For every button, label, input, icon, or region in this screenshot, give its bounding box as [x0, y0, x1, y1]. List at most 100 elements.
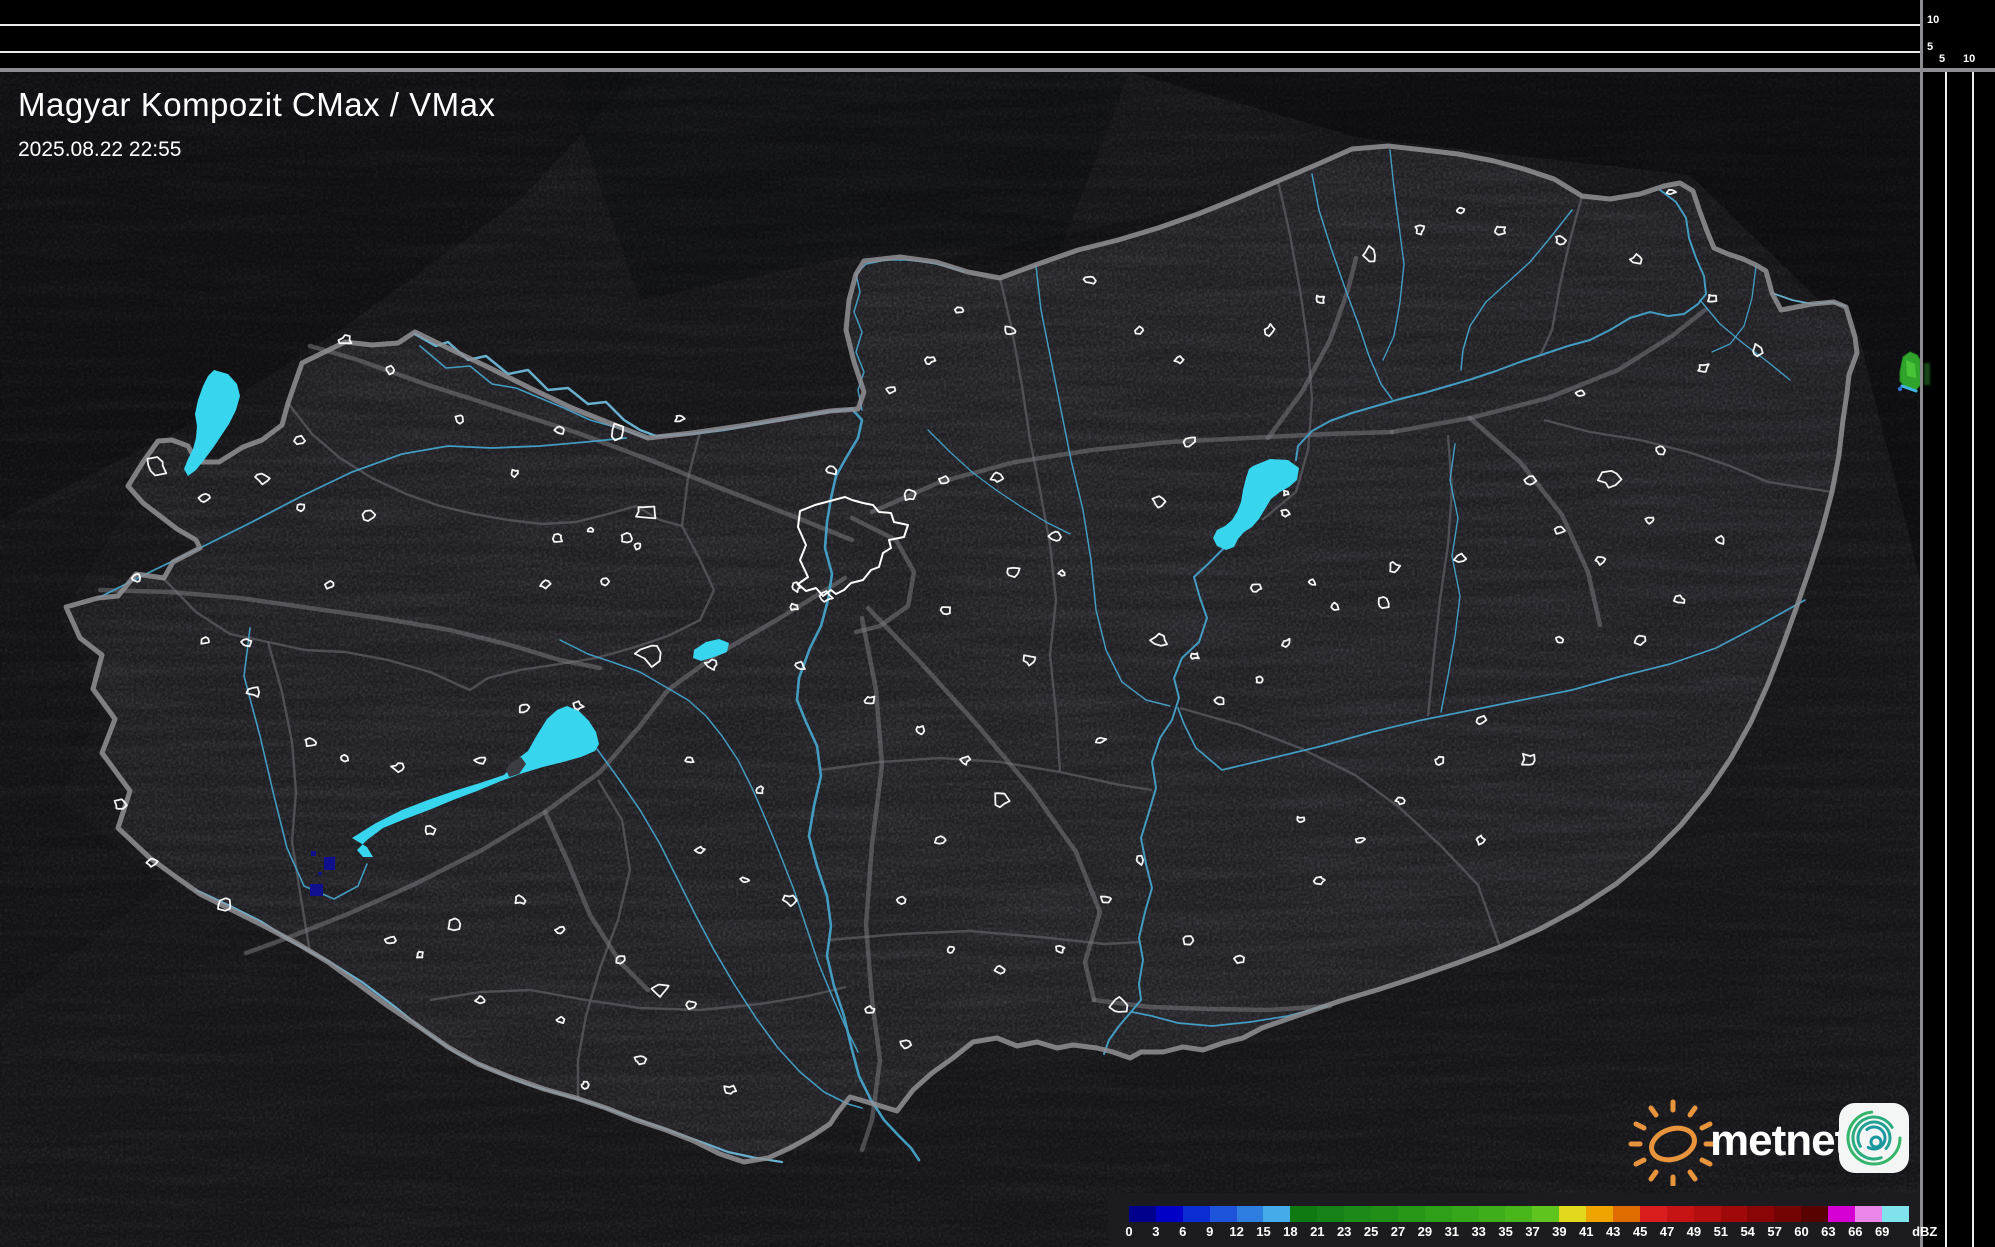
colorbar-tick-label: 63	[1821, 1224, 1836, 1239]
city-outline	[474, 995, 486, 1005]
city-outline	[937, 475, 950, 485]
city-outline	[1697, 363, 1710, 373]
city-outline	[994, 792, 1011, 809]
city-outline	[1673, 594, 1686, 604]
city-outline	[723, 1084, 738, 1095]
city-outline	[1082, 275, 1097, 285]
city-outline	[899, 1039, 913, 1050]
city-outline	[240, 638, 253, 648]
city-outline	[1135, 854, 1145, 866]
colorbar-tick-label: 69	[1874, 1224, 1890, 1239]
city-outline	[1004, 325, 1017, 336]
colorbar-tick-label: 31	[1444, 1224, 1460, 1239]
colorbar-segment	[1397, 1206, 1425, 1222]
city-outline	[1283, 489, 1290, 497]
colorbar-segment	[1236, 1206, 1264, 1222]
colorbar-tick-label: 60	[1794, 1224, 1809, 1239]
city-outline	[953, 306, 965, 314]
colorbar-tick-label: 29	[1417, 1224, 1433, 1239]
radar-echoes	[310, 351, 1920, 896]
city-outline	[895, 895, 907, 905]
colorbar-tick-label: 18	[1283, 1224, 1298, 1239]
colorbar-tick-label: 49	[1686, 1224, 1702, 1239]
colorbar-tick-label: 57	[1767, 1224, 1782, 1239]
colorbar-tick-label: 35	[1498, 1224, 1513, 1239]
city-outline	[1665, 188, 1677, 195]
city-outline	[324, 580, 335, 590]
city-outline	[1414, 224, 1426, 236]
motorways	[97, 255, 1708, 1153]
city-outline	[296, 503, 306, 513]
city-outline	[361, 509, 377, 522]
city-outline	[1389, 561, 1402, 574]
colorbar-segment	[1371, 1206, 1398, 1222]
city-outline	[923, 356, 937, 366]
city-outline	[615, 955, 626, 965]
city-outline	[1296, 815, 1306, 823]
city-outline	[1173, 355, 1185, 365]
colorbar-segment	[1532, 1206, 1560, 1222]
logo-brand-text: metnet	[1710, 1116, 1849, 1165]
metnet-logo: metnet	[1628, 1098, 1918, 1186]
echo-projection-mark	[1924, 363, 1930, 385]
colorbar-tick-label: 9	[1206, 1224, 1214, 1239]
city-outline	[1707, 294, 1718, 303]
colorbar-tick-label: 51	[1713, 1224, 1729, 1239]
city-outline	[1354, 837, 1366, 844]
spiral-app-icon	[1839, 1103, 1909, 1173]
reflectivity-colorbar: 0 3 6 9 12 15 18 21 23 25 27 29 31 33 35 37 39 41 43 45 47 49…	[1108, 1193, 1937, 1247]
city-outline	[1315, 294, 1326, 304]
city-outline	[390, 762, 405, 774]
city-outline	[610, 422, 624, 442]
city-outline	[863, 695, 876, 705]
city-outline	[1596, 470, 1623, 489]
city-outline	[580, 1080, 590, 1090]
city-outline	[555, 1015, 566, 1024]
colorbar-tick-labels: 0 3 6 9 12 15 18 21 23 25 27 29 31 33 35 37 39 41 43 45 47 49…	[1125, 1224, 1937, 1242]
city-outline	[339, 753, 349, 763]
map-timestamp: 2025.08.22 22:55	[18, 138, 182, 161]
city-outline	[755, 785, 765, 795]
city-outline	[781, 894, 798, 908]
colorbar-segment	[1209, 1206, 1237, 1222]
city-outline	[293, 434, 306, 446]
colorbar-tick-label: 3	[1152, 1224, 1160, 1239]
colorbar-segment	[1290, 1206, 1318, 1222]
colorbar-segment	[1586, 1206, 1614, 1222]
city-outline	[794, 660, 806, 670]
city-outline	[1233, 954, 1245, 965]
city-outline	[1434, 755, 1445, 766]
city-outline	[1108, 996, 1129, 1013]
city-outline	[539, 579, 552, 590]
altitude-line-5km	[1945, 72, 1947, 1247]
city-outline	[1263, 323, 1276, 337]
colorbar-tick-label: 33	[1471, 1224, 1486, 1239]
city-outline	[1394, 796, 1406, 806]
city-outline	[1213, 696, 1225, 706]
city-outline	[254, 472, 271, 486]
colorbar-tick-label: 15	[1256, 1224, 1271, 1239]
altitude-line-10km	[1972, 72, 1974, 1247]
sun-icon	[1628, 1099, 1714, 1186]
city-outline	[416, 950, 424, 959]
city-outline	[825, 465, 838, 476]
city-outline	[789, 602, 799, 611]
colorbar-segment	[1613, 1206, 1640, 1222]
page-title: Magyar Kompozit CMax / VMax	[18, 86, 496, 123]
city-outline	[1377, 596, 1390, 609]
colorbar-tick-label: 41	[1579, 1224, 1594, 1239]
colorbar-tick-label: 27	[1390, 1224, 1406, 1239]
city-outline	[1752, 343, 1764, 358]
city-outline	[518, 703, 531, 714]
city-outline	[885, 386, 897, 395]
city-outline	[693, 845, 706, 855]
colorbar-segment	[1478, 1206, 1506, 1222]
colorbar-segment	[1263, 1206, 1291, 1222]
city-outline	[1134, 325, 1145, 335]
colorbar-segment	[1801, 1206, 1829, 1222]
city-outline	[1047, 530, 1062, 542]
city-outline	[1555, 235, 1567, 246]
city-outline	[1057, 569, 1066, 577]
city-outline	[572, 700, 585, 711]
